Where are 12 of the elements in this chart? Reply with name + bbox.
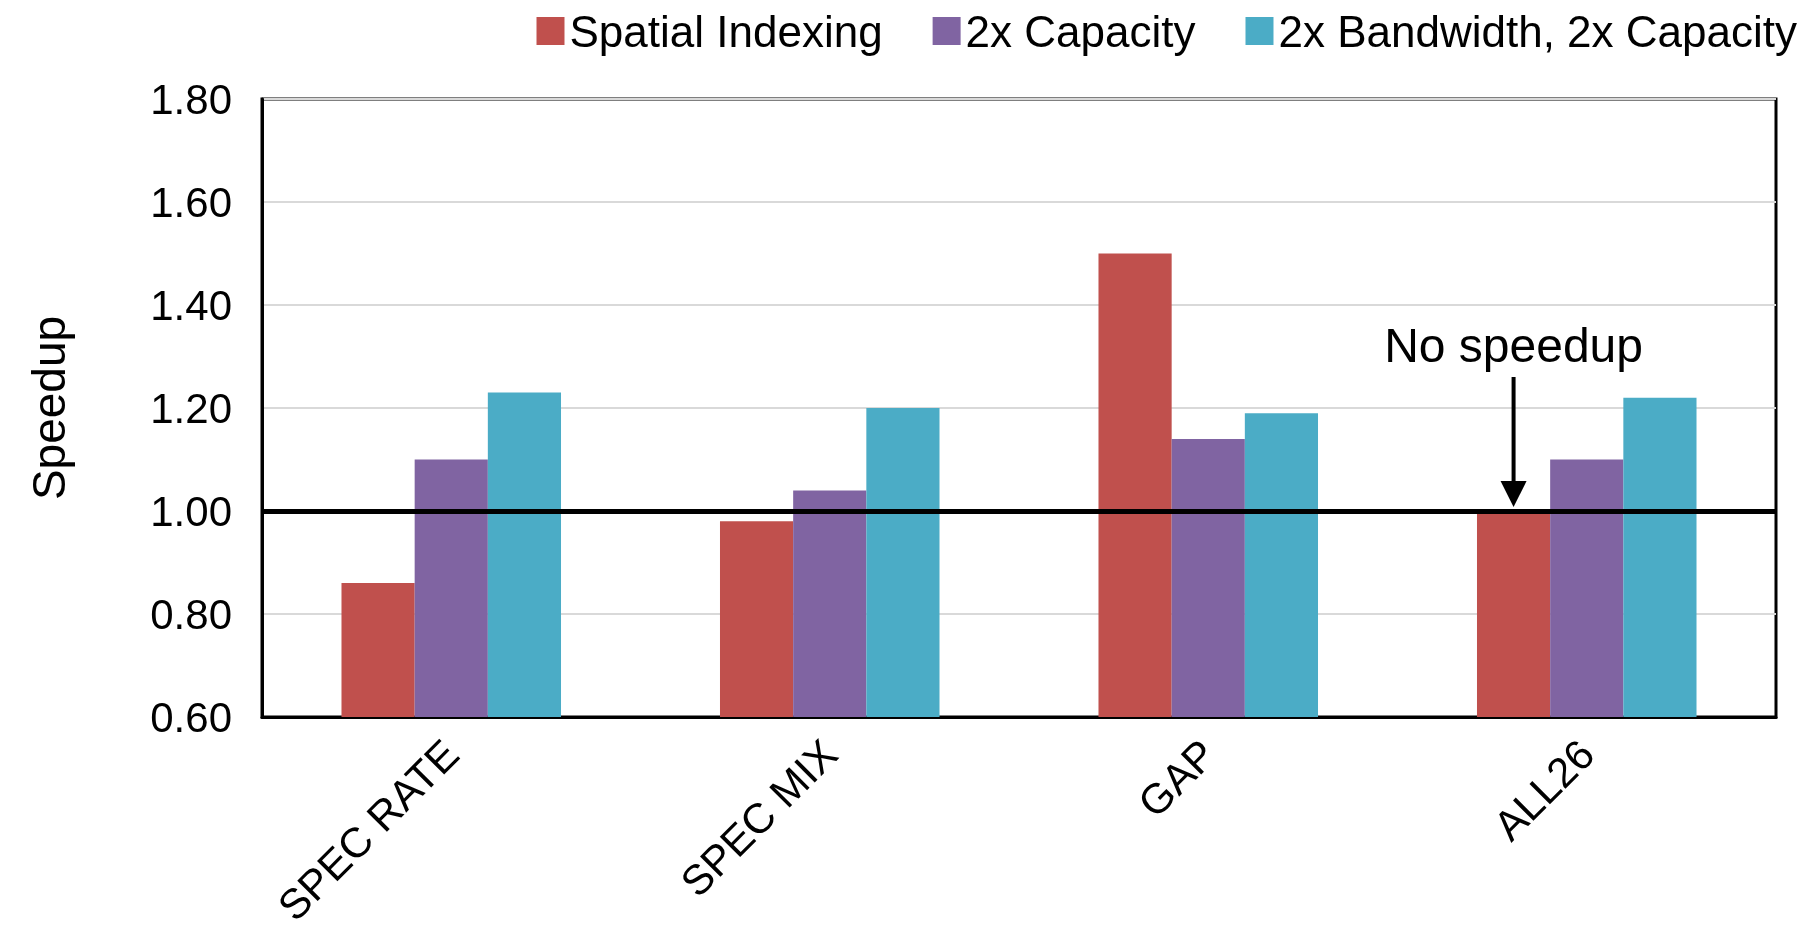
y-tick-label: 1.60	[150, 178, 232, 226]
y-tick-label: 1.80	[150, 75, 232, 123]
y-tick-label: 1.20	[150, 384, 232, 432]
y-tick-label: 0.80	[150, 590, 232, 638]
legend-label: 2x Bandwidth, 2x Capacity	[1278, 6, 1798, 56]
legend-label: 2x Capacity	[965, 6, 1196, 56]
y-tick-label: 1.00	[150, 487, 232, 535]
y-tick-label: 0.60	[150, 693, 232, 741]
y-tick-label: 1.40	[150, 281, 232, 329]
annotation: No speedup	[1384, 318, 1644, 372]
y-axis-title: Speedup	[23, 315, 75, 501]
legend-label: Spatial Indexing	[569, 6, 883, 56]
